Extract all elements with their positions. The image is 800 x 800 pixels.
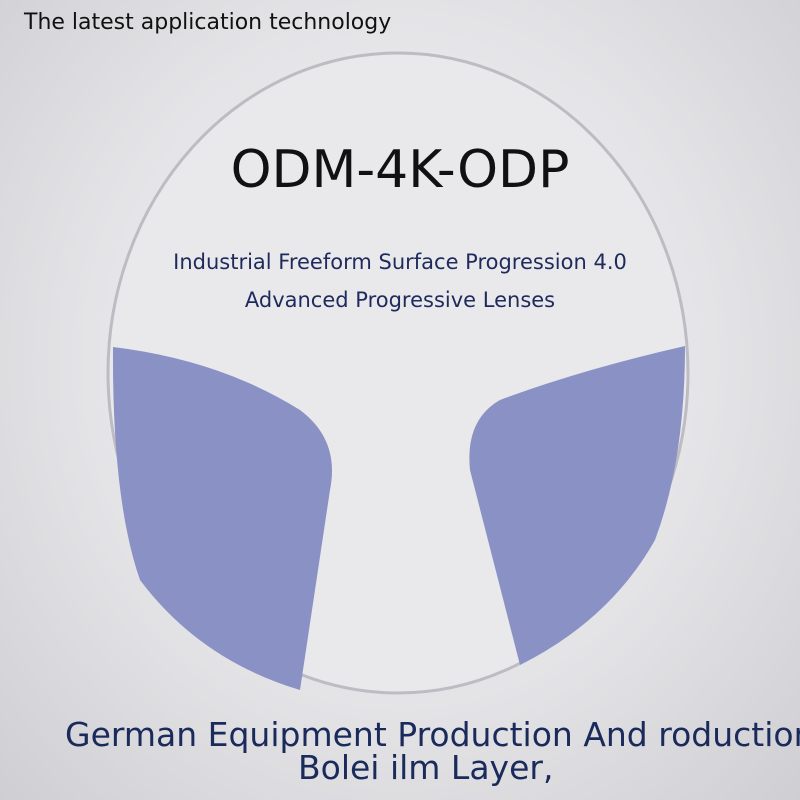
- footer-line: Bolei ilm Layer,: [298, 748, 554, 787]
- right-zone: [469, 346, 685, 665]
- footer-line: German Equipment Production And roductio…: [65, 715, 800, 754]
- left-zone: [112, 347, 332, 690]
- header-title: The latest application technology: [24, 10, 392, 35]
- product-name: ODM-4K-ODP: [230, 140, 570, 200]
- product-line: Industrial Freeform Surface Progression …: [173, 250, 627, 274]
- product-line: Advanced Progressive Lenses: [244, 288, 556, 312]
